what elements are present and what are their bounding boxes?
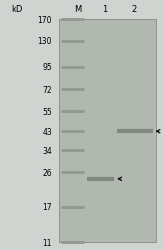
Text: 34: 34 [42,146,52,155]
Text: 43: 43 [42,127,52,136]
Text: 1: 1 [103,5,108,14]
Text: kD: kD [11,5,23,14]
Text: 72: 72 [43,85,52,94]
Text: 11: 11 [43,238,52,247]
Text: 55: 55 [42,107,52,116]
Text: M: M [74,5,81,14]
Text: 95: 95 [42,63,52,72]
Text: 17: 17 [43,203,52,211]
Bar [59,20,156,242]
Text: 130: 130 [38,37,52,46]
Text: 2: 2 [131,5,136,14]
Text: 170: 170 [38,16,52,24]
Text: 26: 26 [43,168,52,177]
